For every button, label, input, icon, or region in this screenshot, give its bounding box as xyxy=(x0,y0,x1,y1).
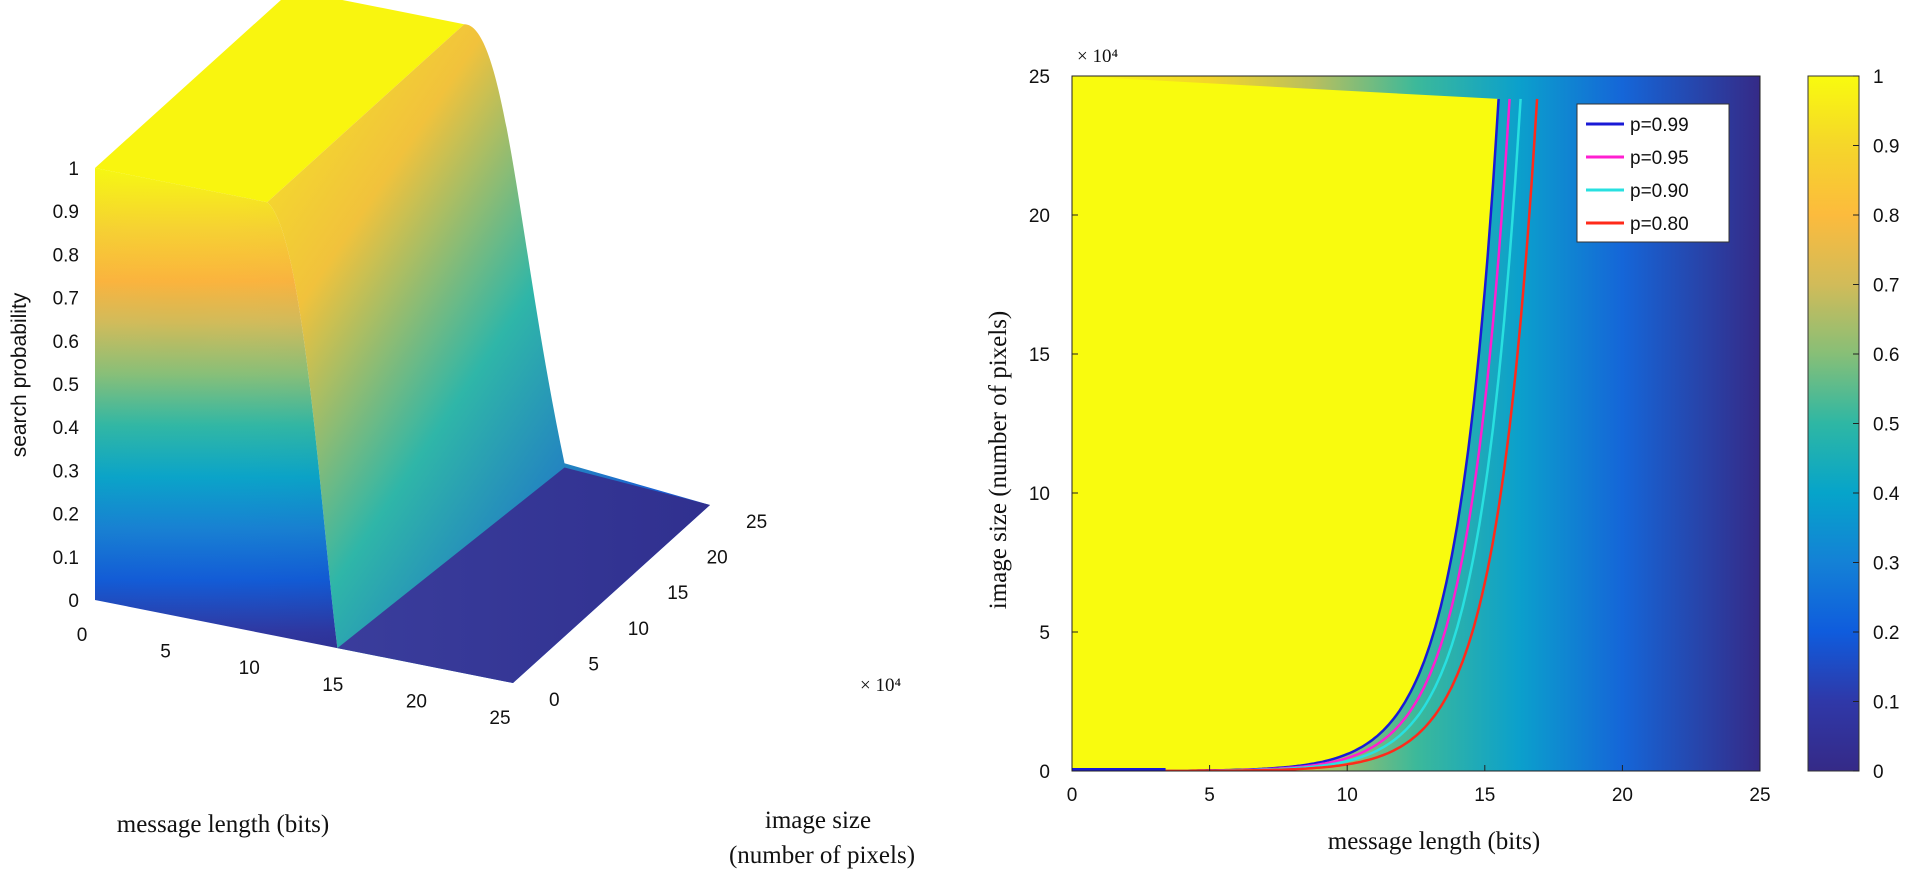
x-tick-label: 10 xyxy=(239,658,260,679)
colorbar-tick-label: 0.3 xyxy=(1873,554,1899,575)
y-axis-ticks: 0 5 10 15 20 25 xyxy=(549,512,767,711)
x-tick-label: 20 xyxy=(406,691,427,712)
z-tick-label: 0.2 xyxy=(53,505,79,526)
heatmap-y-tick-label: 10 xyxy=(1029,484,1050,505)
y-axis-exponent: × 10⁴ xyxy=(860,675,901,696)
colorbar-tick-label: 0.1 xyxy=(1873,693,1899,714)
heatmap-y-tick-label: 5 xyxy=(1039,623,1050,644)
z-tick-label: 0.6 xyxy=(53,332,79,353)
heatmap-frame xyxy=(1071,75,1761,772)
z-tick-label: 0.7 xyxy=(53,289,79,310)
x-tick-label: 0 xyxy=(77,625,88,646)
z-tick-label: 0.3 xyxy=(53,461,79,482)
surface-top-face xyxy=(95,0,465,203)
heatmap-y-tick-label: 0 xyxy=(1039,762,1050,783)
heatmap-y-ticks: 0 5 10 15 20 25 xyxy=(1029,67,1078,783)
x-tick-label: 15 xyxy=(322,675,343,696)
heatmap-y-tick-label: 25 xyxy=(1029,67,1050,88)
heatmap-y-tick-label: 15 xyxy=(1029,345,1050,366)
surface-plot: 0 0.1 0.2 0.3 0.4 0.5 0.6 0.7 0.8 0.9 1 0 5 10 15 20 25… xyxy=(8,0,915,869)
heatmap-x-tick-label: 10 xyxy=(1337,785,1358,806)
heatmap-y-exponent: × 10⁴ xyxy=(1077,46,1118,67)
y-tick-label: 15 xyxy=(667,583,688,604)
heatmap-x-tick-label: 15 xyxy=(1474,785,1495,806)
z-axis-label: search probability xyxy=(8,292,31,457)
colorbar: 0 0.1 0.2 0.3 0.4 0.5 0.6 0.7 0.8 0.9 1 xyxy=(1807,67,1900,783)
y-tick-label: 20 xyxy=(707,548,728,569)
colorbar-tick-label: 0.8 xyxy=(1873,206,1899,227)
y-axis-label-line1: image size xyxy=(765,807,871,834)
colorbar-tick-label: 0.6 xyxy=(1873,345,1899,366)
colorbar-tick-label: 0.4 xyxy=(1873,484,1900,505)
z-tick-label: 1 xyxy=(68,159,79,180)
y-tick-label: 10 xyxy=(628,619,649,640)
y-axis-label-line2: (number of pixels) xyxy=(729,842,915,869)
z-axis-ticks: 0 0.1 0.2 0.3 0.4 0.5 0.6 0.7 0.8 0.9 1 xyxy=(53,159,80,612)
heatmap-x-tick-label: 5 xyxy=(1204,785,1215,806)
surface-floor xyxy=(337,467,710,683)
z-tick-label: 0.1 xyxy=(53,548,79,569)
heatmap-x-tick-label: 20 xyxy=(1612,785,1633,806)
colorbar-gradient xyxy=(1807,75,1860,772)
surface-front-shading xyxy=(95,168,513,683)
legend-label: p=0.99 xyxy=(1630,115,1689,136)
x-axis-ticks: 0 5 10 15 20 25 xyxy=(77,625,511,729)
z-tick-label: 0.5 xyxy=(53,375,79,396)
heatmap-saturated-region xyxy=(1072,76,1499,771)
legend-label: p=0.80 xyxy=(1630,214,1689,235)
heatmap-x-tick-label: 0 xyxy=(1067,785,1078,806)
colorbar-tick-label: 0 xyxy=(1873,762,1884,783)
x-tick-label: 5 xyxy=(160,642,171,663)
legend: p=0.99 p=0.95 p=0.90 p=0.80 xyxy=(1576,103,1730,243)
z-tick-label: 0.9 xyxy=(53,202,79,223)
colorbar-tick-label: 0.7 xyxy=(1873,276,1899,297)
z-tick-label: 0 xyxy=(68,591,79,612)
colorbar-tick-label: 0.5 xyxy=(1873,415,1899,436)
heatmap-y-axis-label: image size (number of pixels) xyxy=(985,311,1012,610)
x-axis-label: message length (bits) xyxy=(117,811,329,838)
legend-label: p=0.90 xyxy=(1630,181,1689,202)
heatmap-x-tick-label: 25 xyxy=(1749,785,1770,806)
legend-label: p=0.95 xyxy=(1630,148,1689,169)
z-tick-label: 0.8 xyxy=(53,245,79,266)
x-tick-label: 25 xyxy=(489,708,510,729)
heatmap-y-tick-label: 20 xyxy=(1029,206,1050,227)
colorbar-tick-label: 0.2 xyxy=(1873,623,1899,644)
heatmap-x-axis-label: message length (bits) xyxy=(1328,828,1540,855)
heatmap-x-ticks: 0 5 10 15 20 25 xyxy=(1067,765,1771,806)
z-tick-label: 0.4 xyxy=(53,418,80,439)
colorbar-tick-label: 1 xyxy=(1873,67,1884,88)
y-tick-label: 25 xyxy=(746,512,767,533)
y-tick-label: 0 xyxy=(549,690,560,711)
legend-box xyxy=(1576,103,1730,243)
colorbar-tick-label: 0.9 xyxy=(1873,137,1899,158)
y-tick-label: 5 xyxy=(588,654,599,675)
